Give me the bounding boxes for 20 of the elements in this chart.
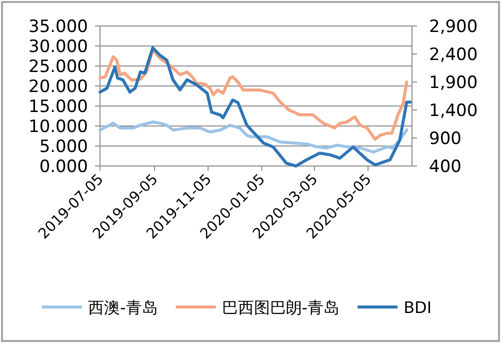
y-tick-label: 20.000 [28, 77, 88, 97]
line-series [98, 48, 408, 141]
legend-label: 巴西图巴朗-青岛 [222, 298, 340, 317]
legend-label: BDI [404, 298, 432, 317]
y-tick-label: 5.000 [39, 137, 88, 157]
y-tick-label: 15.000 [28, 97, 88, 117]
y2-tick-label: 400 [429, 157, 462, 177]
y2-tick-label: 900 [429, 129, 462, 149]
y2-tick-label: 1,400 [429, 101, 478, 121]
legend-label: 西澳-青岛 [88, 298, 158, 317]
y2-tick-label: 2,400 [429, 45, 478, 65]
y-tick-label: 30.000 [28, 37, 88, 57]
y-tick-label: 35.000 [28, 17, 88, 37]
y-tick-label: 10.000 [28, 117, 88, 137]
y2-tick-label: 2,900 [429, 17, 478, 37]
line-series [98, 46, 412, 168]
line-series [98, 120, 408, 154]
y-tick-label: 25.000 [28, 57, 88, 77]
y-tick-label: 0.000 [39, 157, 88, 177]
y2-tick-label: 1,900 [429, 73, 478, 93]
